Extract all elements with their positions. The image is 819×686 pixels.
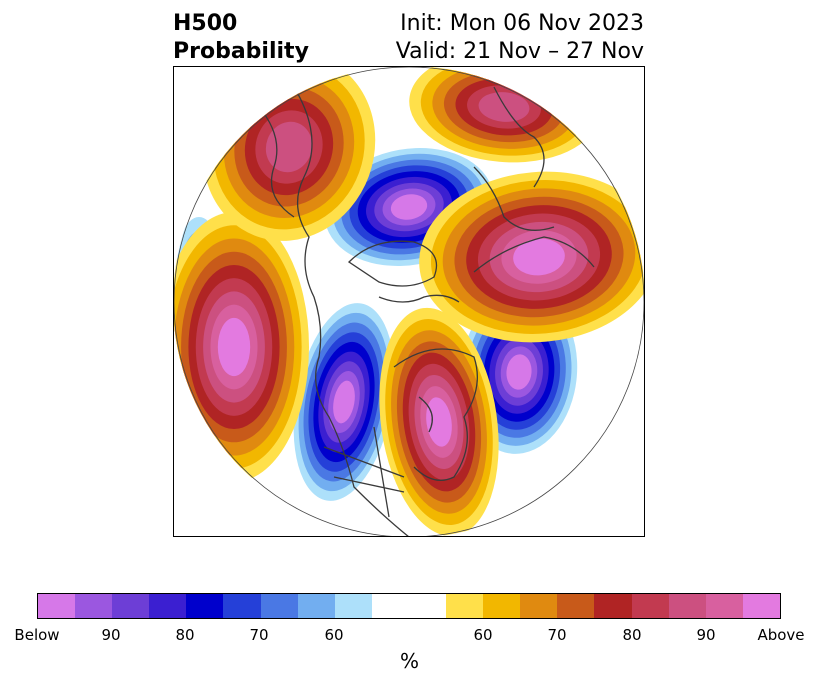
colorbar-swatch [705, 594, 743, 618]
title-line-variable: H500 [173, 11, 238, 36]
coastlines [258, 86, 595, 536]
colorbar-swatch [38, 594, 76, 618]
colorbar-swatch [75, 594, 113, 618]
colorbar-swatch [112, 594, 150, 618]
probability-colorbar [37, 593, 781, 619]
probability-contour [426, 397, 452, 447]
probability-contour [217, 317, 251, 377]
probability-map [173, 66, 645, 537]
colorbar-swatch [297, 594, 335, 618]
colorbar-tick-label: 90 [101, 626, 121, 644]
colorbar-swatch [260, 594, 298, 618]
colorbar-tick-label: 60 [473, 626, 493, 644]
colorbar-tick-label: 90 [696, 626, 716, 644]
init-date-label: Init: Mon 06 Nov 2023 [400, 11, 644, 36]
colorbar-swatch [631, 594, 669, 618]
colorbar-swatch [668, 594, 706, 618]
colorbar-swatch [557, 594, 595, 618]
colorbar-swatch [371, 594, 447, 618]
title-line-product: Probability [173, 39, 309, 64]
probability-contour [265, 121, 313, 173]
probability-contour [513, 238, 565, 276]
colorbar-swatch [446, 594, 484, 618]
colorbar-swatch [742, 594, 780, 618]
probability-contour [390, 194, 428, 220]
probability-contour [478, 92, 530, 122]
map-dates: Init: Mon 06 Nov 2023 Valid: 21 Nov – 27… [396, 10, 644, 66]
valid-range-label: Valid: 21 Nov – 27 Nov [395, 39, 644, 64]
below-normal-anomaly [293, 303, 395, 501]
colorbar-tick-label: 70 [547, 626, 567, 644]
colorbar-swatch [483, 594, 521, 618]
colorbar-tick-label: 60 [324, 626, 344, 644]
above-normal-anomaly [409, 67, 599, 163]
colorbar-tick-labels: Below 90 80 70 60 60 70 80 90 Above [0, 626, 819, 646]
polar-map-svg [174, 67, 644, 536]
colorbar-tick-label: 80 [622, 626, 642, 644]
colorbar-tick-label: Below [14, 626, 60, 644]
probability-contour [506, 354, 532, 390]
colorbar-swatch [149, 594, 187, 618]
colorbar-swatch [186, 594, 224, 618]
colorbar-tick-label: Above [757, 626, 805, 644]
colorbar-swatch [334, 594, 372, 618]
above-normal-anomaly [174, 212, 309, 482]
probability-contour [333, 380, 355, 424]
map-title: H500 Probability [173, 10, 309, 66]
colorbar-swatch [223, 594, 261, 618]
above-normal-anomaly [419, 171, 644, 343]
colorbar-tick-label: 80 [175, 626, 195, 644]
colorbar-swatch [594, 594, 632, 618]
colorbar-swatch [520, 594, 558, 618]
colorbar-unit-label: % [399, 649, 419, 673]
colorbar-tick-label: 70 [249, 626, 269, 644]
